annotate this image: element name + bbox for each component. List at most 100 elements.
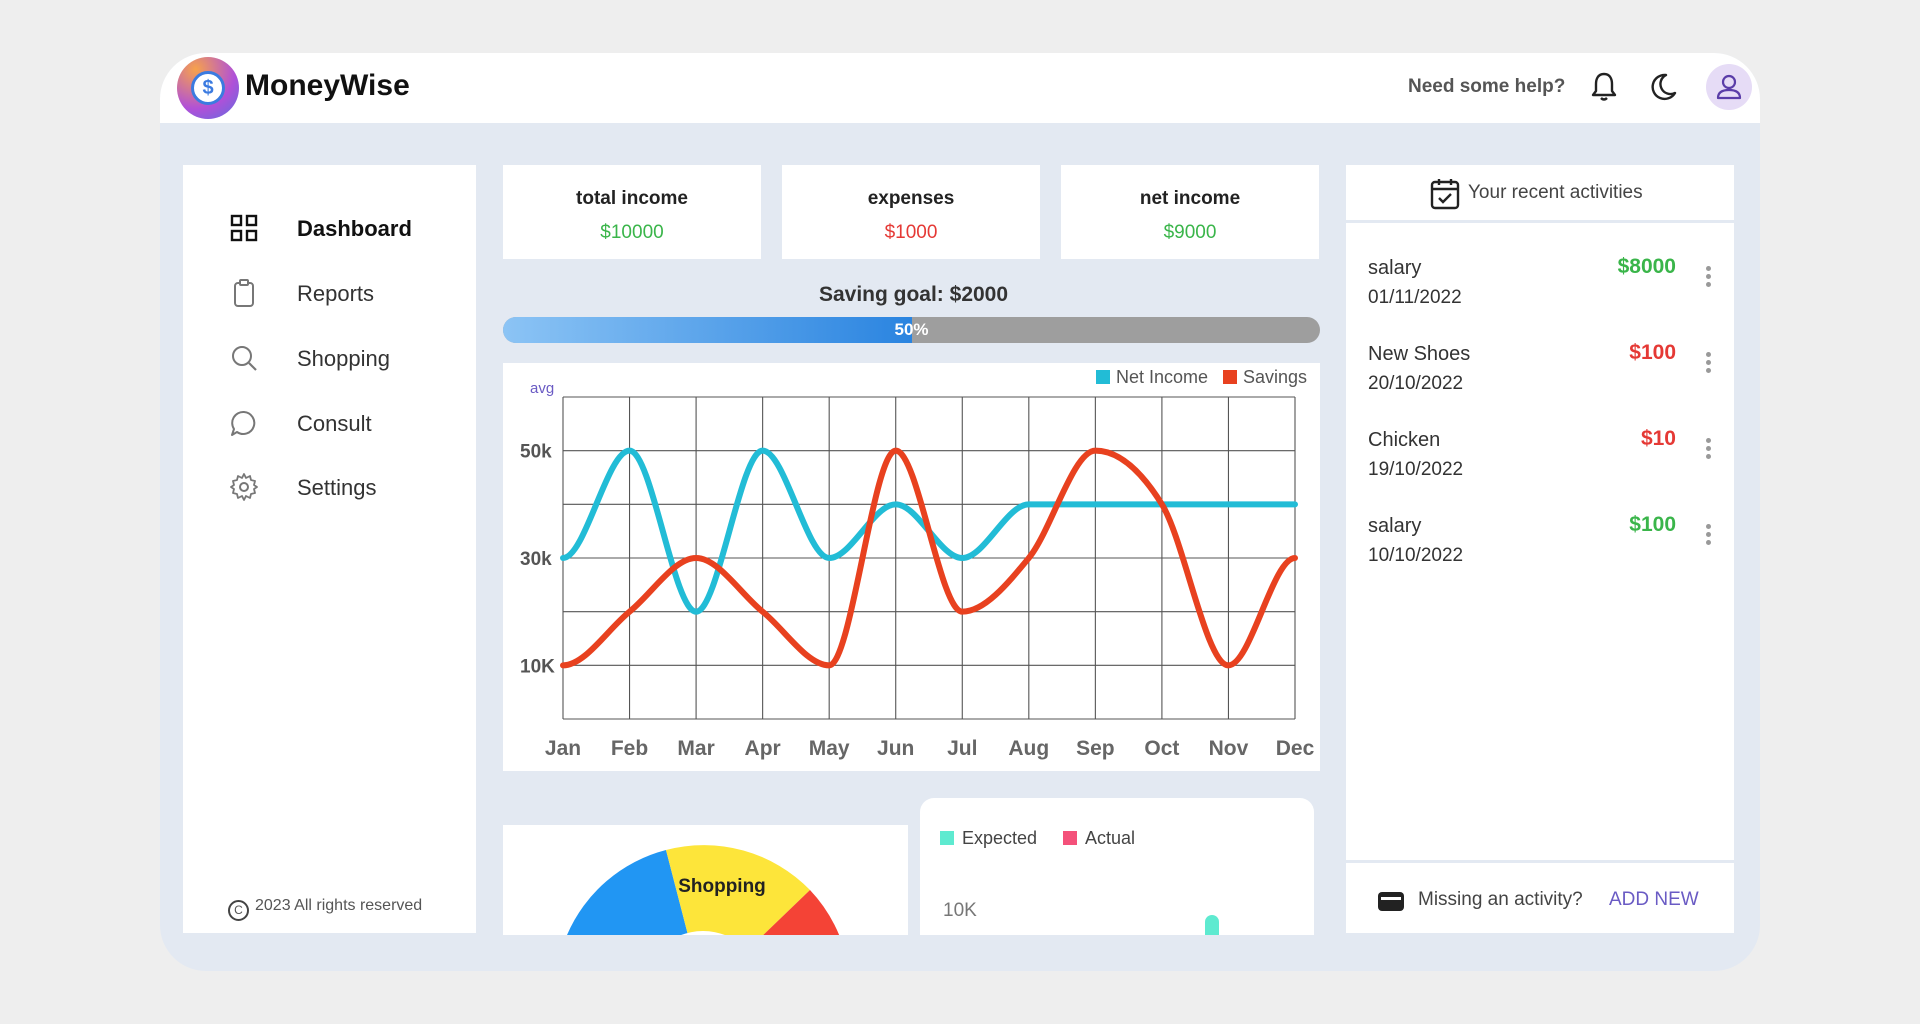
activity-item[interactable]: Chicken 19/10/2022 $10 — [1368, 427, 1718, 499]
activity-amount: $100 — [1629, 341, 1676, 364]
activity-name: salary — [1368, 515, 1422, 537]
user-avatar[interactable] — [1706, 64, 1752, 110]
legend-label-expected: Expected — [962, 828, 1037, 848]
sidebar-item-shopping[interactable]: Shopping — [229, 337, 449, 377]
legend-swatch — [1223, 370, 1237, 384]
search-icon — [232, 346, 257, 371]
stat-value: $10000 — [600, 222, 664, 243]
stat-value: $9000 — [1163, 222, 1217, 243]
activity-item[interactable]: salary 10/10/2022 $100 — [1368, 513, 1718, 585]
x-tick-label: Feb — [611, 737, 648, 760]
moon-icon[interactable] — [1644, 69, 1680, 105]
chat-icon — [231, 410, 256, 436]
y-tick-label: 30k — [520, 549, 552, 570]
activity-date: 20/10/2022 — [1368, 373, 1464, 394]
x-tick-label: Mar — [677, 737, 714, 760]
sidebar-item-label: Settings — [297, 475, 377, 500]
help-link[interactable]: Need some help? — [1408, 76, 1566, 97]
copyright-label: 2023 All rights reserved — [255, 897, 423, 914]
stat-card-total-income: total income $10000 — [503, 165, 761, 259]
series-line-net-income — [560, 447, 1298, 615]
legend-swatch-expected — [940, 831, 954, 845]
series-line-savings — [560, 447, 1298, 669]
app-window: $ MoneyWise Need some help? Dashb — [160, 53, 1760, 971]
activities-header: Your recent activities — [1346, 165, 1734, 223]
copyright-icon: C — [228, 900, 249, 921]
line-chart-panel: Jan Feb Mar Apr May Jun Jul Aug Sep Oct Nov Dec 50k 3… — [503, 363, 1320, 771]
stat-card-net-income: net income $9000 — [1061, 165, 1319, 259]
app-logo[interactable]: $ — [177, 57, 239, 119]
pie-slice-red — [763, 890, 840, 935]
saving-goal-progress-bar: 50% — [503, 317, 1320, 343]
user-icon — [1716, 74, 1742, 100]
gear-icon — [230, 473, 258, 501]
bell-icon[interactable] — [1586, 69, 1622, 105]
x-tick-label: Jun — [877, 737, 914, 760]
more-vertical-icon[interactable] — [1698, 349, 1718, 379]
activity-name: Chicken — [1368, 429, 1441, 451]
legend-label-actual: Actual — [1085, 828, 1135, 848]
sidebar-item-label: Consult — [297, 411, 372, 436]
sidebar-item-label: Reports — [297, 281, 375, 306]
y-tick-label: 50k — [520, 442, 552, 463]
sidebar-item-consult[interactable]: Consult — [229, 402, 449, 442]
more-vertical-icon[interactable] — [1698, 521, 1718, 551]
bar-expected — [1205, 915, 1219, 935]
sidebar-item-label: Shopping — [297, 346, 390, 371]
x-tick-label: Apr — [745, 737, 781, 760]
x-tick-label: Sep — [1076, 737, 1115, 760]
activity-name: salary — [1368, 257, 1422, 279]
sidebar-item-reports[interactable]: Reports — [229, 272, 449, 312]
stat-card-expenses: expenses $1000 — [782, 165, 1040, 259]
activity-date: 10/10/2022 — [1368, 545, 1464, 566]
copyright-text: C 2023 All rights reserved — [228, 897, 422, 921]
legend-swatch-actual — [1063, 831, 1077, 845]
activities-title: Your recent activities — [1468, 182, 1643, 203]
activity-amount: $100 — [1629, 513, 1676, 536]
add-new-link[interactable]: ADD NEW — [1609, 889, 1699, 910]
pie-hole — [681, 931, 725, 935]
recent-activities-panel: Your recent activities salary 01/11/2022… — [1346, 165, 1734, 933]
activity-date: 01/11/2022 — [1368, 287, 1462, 308]
more-vertical-icon[interactable] — [1698, 435, 1718, 465]
pie-label-shopping: Shopping — [678, 876, 766, 897]
sidebar-item-dashboard[interactable]: Dashboard — [229, 207, 449, 247]
stat-title: total income — [576, 188, 688, 209]
stat-title: expenses — [867, 188, 955, 209]
stat-title: net income — [1139, 188, 1241, 209]
stat-value: $1000 — [884, 222, 938, 243]
legend-label: Savings — [1243, 367, 1307, 387]
line-chart: Jan Feb Mar Apr May Jun Jul Aug Sep Oct Nov Dec 50k 3… — [520, 367, 1315, 760]
activity-item[interactable]: salary 01/11/2022 $8000 — [1368, 255, 1718, 327]
calendar-check-icon — [1430, 179, 1460, 210]
legend-swatch — [1096, 370, 1110, 384]
saving-goal-title: Saving goal: $2000 — [818, 283, 1009, 306]
x-tick-label: Dec — [1276, 737, 1315, 760]
y-tick-10k: 10K — [943, 900, 977, 921]
sidebar-item-label: Dashboard — [297, 216, 412, 241]
activities-footer: Missing an activity? ADD NEW — [1346, 860, 1734, 933]
x-tick-label: Jul — [947, 737, 977, 760]
y-tick-label: 10K — [520, 656, 555, 677]
y-axis-label: avg — [530, 380, 554, 397]
bar-chart: Expected Actual 10K — [940, 828, 1219, 935]
legend-label: Net Income — [1116, 367, 1208, 387]
more-vertical-icon[interactable] — [1698, 263, 1718, 293]
bar-chart-panel: Expected Actual 10K — [920, 798, 1314, 935]
x-tick-label: Aug — [1008, 737, 1049, 760]
clipboard-icon — [234, 279, 254, 307]
sidebar-item-settings[interactable]: Settings — [229, 466, 449, 506]
top-bar: $ MoneyWise Need some help? — [160, 53, 1760, 123]
saving-goal-percent: 50% — [894, 320, 929, 339]
missing-activity-text: Missing an activity? — [1418, 889, 1583, 910]
x-tick-label: Nov — [1209, 737, 1249, 760]
grid-icon — [230, 214, 258, 242]
activity-item[interactable]: New Shoes 20/10/2022 $100 — [1368, 341, 1718, 413]
saving-goal-progress-fill — [503, 317, 912, 343]
app-title: MoneyWise — [245, 69, 410, 102]
activity-name: New Shoes — [1368, 343, 1471, 365]
pie-slice-shopping — [666, 845, 810, 935]
pie-slice-blue — [567, 850, 688, 935]
activity-date: 19/10/2022 — [1368, 459, 1464, 480]
pie-chart: Shopping — [567, 845, 840, 935]
